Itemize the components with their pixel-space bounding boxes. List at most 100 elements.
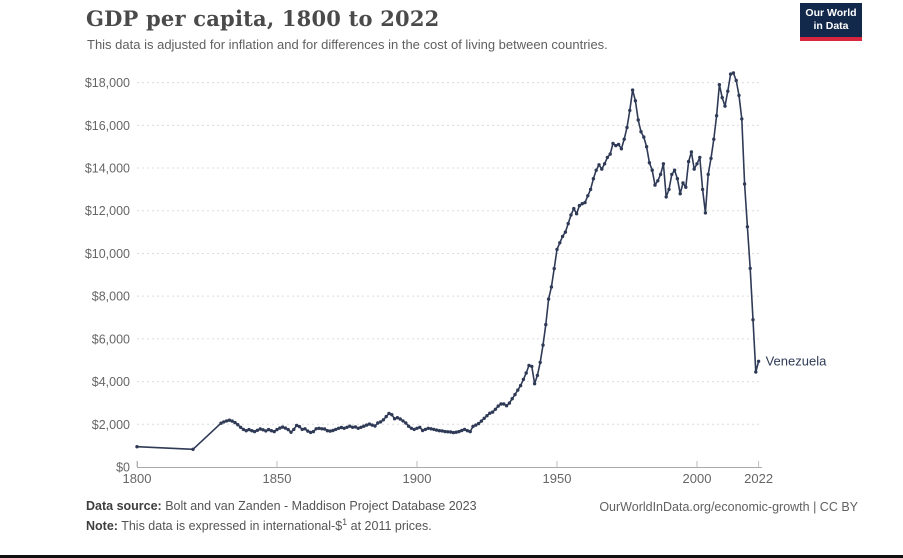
data-point (350, 425, 355, 429)
data-point (390, 413, 394, 417)
data-point (630, 88, 635, 92)
data-point (726, 89, 730, 93)
data-point (412, 427, 416, 432)
data-point (250, 429, 254, 433)
data-point (642, 135, 646, 139)
data-point (227, 418, 232, 422)
data-point (737, 93, 741, 98)
data-point (364, 423, 369, 427)
data-point (238, 425, 243, 429)
data-point (378, 420, 383, 424)
data-point (499, 402, 503, 406)
owid-logo-text: Our World in Data (800, 3, 862, 37)
data-point (647, 161, 652, 165)
data-point (695, 162, 699, 166)
data-point (510, 397, 514, 401)
data-point (734, 78, 738, 83)
data-point (191, 447, 195, 451)
data-point (672, 168, 677, 172)
data-point (656, 179, 660, 183)
data-point (756, 359, 761, 363)
data-point (535, 373, 540, 378)
data-point (348, 424, 352, 428)
footnote-marker[interactable]: 1 (342, 517, 348, 527)
data-point (353, 425, 358, 429)
data-point (370, 423, 374, 427)
data-point (359, 425, 363, 429)
data-point (591, 177, 596, 181)
data-point (440, 429, 444, 433)
data-point (675, 177, 680, 181)
data-point (636, 118, 640, 122)
data-point (625, 125, 629, 130)
data-point (247, 427, 251, 432)
data-point (255, 428, 260, 432)
data-source-label: Data source: (86, 499, 162, 513)
data-point (619, 147, 624, 151)
data-point (490, 410, 495, 414)
data-point (454, 430, 458, 434)
data-point (392, 417, 397, 421)
data-point (264, 429, 268, 433)
data-point (544, 322, 548, 327)
data-point (650, 168, 654, 172)
data-point (678, 192, 682, 196)
y-axis-tick-label: $2,000 (92, 418, 130, 432)
data-point (748, 266, 752, 271)
data-point (622, 137, 626, 141)
data-point (754, 370, 758, 374)
y-axis-tick-label: $4,000 (92, 375, 130, 389)
data-point (661, 162, 666, 166)
data-point (339, 425, 344, 430)
chart-canvas[interactable]: $0 $2,000 $4,000 $6,000 $8,000 $10,000 $12,000… (0, 0, 903, 495)
data-point (236, 423, 240, 427)
data-point (566, 221, 570, 226)
chart-title: GDP per capita, 1800 to 2022 (86, 6, 440, 31)
data-point (504, 404, 509, 408)
x-axis-tick-label: 1900 (403, 471, 432, 486)
data-point (569, 213, 573, 217)
data-point (684, 185, 688, 189)
x-axis-tick-label: 1850 (263, 471, 292, 486)
data-point (751, 318, 755, 322)
data-point (608, 152, 612, 156)
data-point (502, 402, 506, 406)
data-point (723, 104, 727, 108)
data-point (479, 419, 484, 423)
data-point (728, 72, 733, 76)
note-text-end: at 2011 prices. (347, 519, 432, 534)
data-point (474, 423, 478, 427)
data-point (219, 421, 223, 425)
data-point (516, 388, 520, 392)
owid-logo[interactable]: Our World in Data (800, 3, 862, 41)
data-point (418, 425, 422, 429)
data-point (415, 426, 419, 430)
chart-source-link[interactable]: OurWorldInData.org/economic-growth | CC … (599, 500, 858, 514)
data-point (280, 425, 285, 429)
data-point (541, 343, 545, 347)
data-point (320, 427, 324, 431)
data-point (303, 427, 307, 431)
data-point (532, 382, 537, 386)
data-point (297, 424, 302, 429)
data-point (686, 159, 691, 164)
data-point (367, 422, 372, 426)
data-point (628, 108, 632, 113)
data-point (317, 426, 321, 430)
data-point (429, 427, 433, 431)
data-point (664, 195, 668, 199)
note-line: Note: This data is expressed in internat… (86, 514, 477, 534)
data-point (496, 404, 500, 408)
data-point (698, 155, 702, 160)
entity-label[interactable]: Venezuela (766, 353, 827, 368)
data-point (563, 230, 568, 234)
data-point (306, 429, 310, 433)
data-point (602, 162, 607, 166)
owid-logo-line2: in Data (813, 20, 849, 33)
data-point (558, 241, 562, 245)
bottom-divider (0, 555, 903, 558)
data-point (572, 206, 576, 211)
data-point (241, 427, 246, 432)
data-point (395, 416, 400, 420)
data-point (597, 163, 601, 167)
